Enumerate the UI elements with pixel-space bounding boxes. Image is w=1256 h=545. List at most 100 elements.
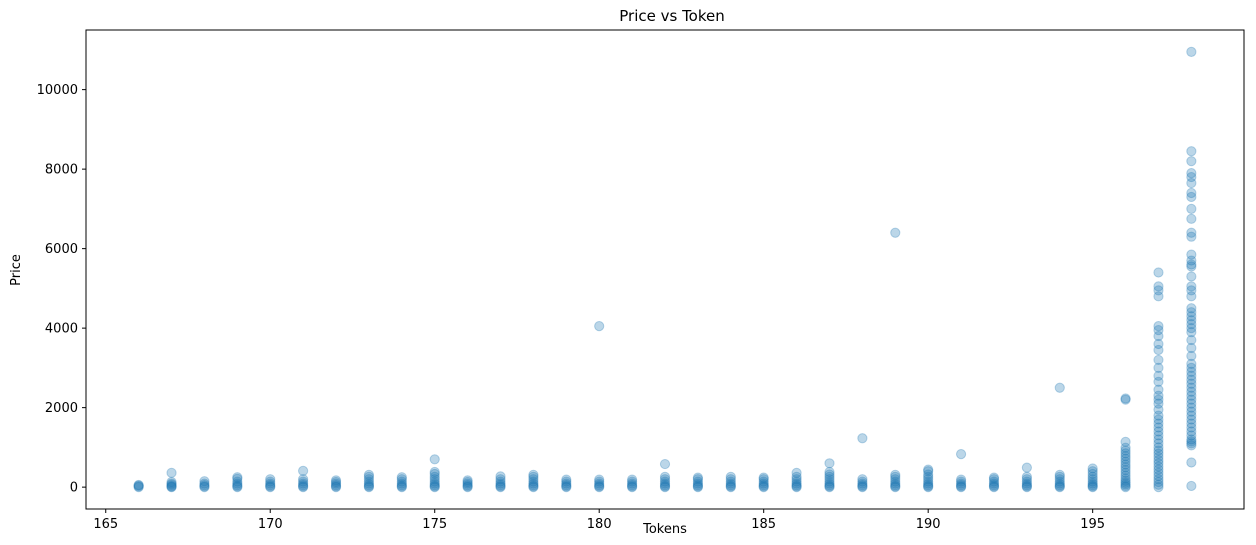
x-axis-label: Tokens xyxy=(642,522,687,537)
data-point xyxy=(561,481,572,492)
data-point xyxy=(232,476,243,487)
data-point xyxy=(1120,482,1131,493)
data-point xyxy=(857,433,868,444)
data-point xyxy=(890,480,901,491)
data-point xyxy=(1186,350,1197,362)
data-point xyxy=(1186,394,1197,405)
x-tick-label: 190 xyxy=(916,517,941,532)
data-point xyxy=(758,478,769,489)
data-point xyxy=(396,480,407,491)
data-point xyxy=(955,476,967,487)
data-point xyxy=(1186,366,1197,377)
data-point xyxy=(857,476,868,487)
data-point xyxy=(166,481,177,492)
data-point xyxy=(1186,168,1197,179)
data-point xyxy=(1120,393,1131,404)
x-tick-label: 185 xyxy=(751,517,776,532)
data-point xyxy=(890,476,901,487)
data-point xyxy=(791,480,802,491)
data-point xyxy=(1153,404,1164,415)
data-point xyxy=(890,227,901,238)
data-point xyxy=(923,478,934,489)
data-point xyxy=(528,474,539,485)
data-point xyxy=(1087,482,1098,493)
data-point xyxy=(1153,445,1164,456)
data-point xyxy=(1153,442,1164,453)
data-point xyxy=(988,472,1000,483)
data-point xyxy=(1054,478,1065,489)
data-point xyxy=(298,481,309,492)
data-point xyxy=(923,474,934,485)
data-point xyxy=(791,474,802,485)
scatter-points xyxy=(133,46,1197,493)
y-tick-label: 8000 xyxy=(45,163,78,178)
data-point xyxy=(725,482,736,493)
chart-title: Price vs Token xyxy=(619,7,725,25)
data-point xyxy=(1120,470,1131,481)
data-point xyxy=(1186,203,1197,214)
data-point xyxy=(166,479,177,490)
data-point xyxy=(330,482,342,493)
data-point xyxy=(1153,321,1164,332)
data-point xyxy=(1153,394,1164,405)
data-point xyxy=(1054,471,1065,482)
data-point xyxy=(528,478,539,489)
data-point xyxy=(1186,378,1197,389)
data-point xyxy=(725,481,736,492)
data-point xyxy=(232,482,243,493)
data-point xyxy=(1054,480,1065,491)
data-point xyxy=(594,476,605,487)
data-point xyxy=(1087,481,1098,492)
plot-frame xyxy=(85,29,1245,510)
data-point xyxy=(1186,146,1197,157)
data-point xyxy=(594,481,605,492)
data-point xyxy=(429,468,440,480)
data-point xyxy=(824,469,835,480)
data-point xyxy=(1087,476,1098,487)
data-point xyxy=(988,480,1000,491)
data-point xyxy=(1186,418,1197,429)
y-tick-label: 0 xyxy=(70,481,78,496)
data-point xyxy=(659,480,671,491)
data-point xyxy=(1153,455,1164,466)
data-point xyxy=(1021,471,1032,482)
data-point xyxy=(791,478,802,489)
data-point xyxy=(791,471,802,482)
data-point xyxy=(1153,414,1164,425)
data-point xyxy=(495,478,506,489)
data-point xyxy=(1120,464,1131,476)
data-point xyxy=(692,478,704,489)
data-point xyxy=(1153,482,1164,493)
data-point xyxy=(758,474,769,485)
data-point xyxy=(890,471,901,482)
data-point xyxy=(890,474,901,485)
data-point xyxy=(1120,436,1131,447)
data-point xyxy=(1186,281,1197,292)
data-point xyxy=(1120,456,1131,467)
data-point xyxy=(627,480,638,491)
data-point xyxy=(199,481,210,492)
data-point xyxy=(1186,249,1197,260)
data-point xyxy=(1186,323,1197,334)
data-point xyxy=(396,474,407,485)
y-tick-label: 6000 xyxy=(45,242,78,257)
data-point xyxy=(1021,462,1032,473)
data-point xyxy=(528,471,539,482)
data-point xyxy=(429,476,440,487)
data-point xyxy=(1186,430,1197,441)
data-point xyxy=(659,482,671,493)
data-point xyxy=(1153,422,1164,433)
data-point xyxy=(1186,319,1197,330)
data-point xyxy=(232,473,243,484)
data-point xyxy=(923,464,934,475)
data-point xyxy=(1153,467,1164,478)
data-point xyxy=(824,476,835,487)
data-point xyxy=(1153,461,1164,472)
data-point xyxy=(824,458,835,469)
data-point xyxy=(330,475,342,486)
data-point xyxy=(133,481,144,492)
data-point xyxy=(330,481,342,492)
data-point xyxy=(199,476,210,487)
data-point xyxy=(1186,307,1197,318)
data-point xyxy=(791,467,802,478)
